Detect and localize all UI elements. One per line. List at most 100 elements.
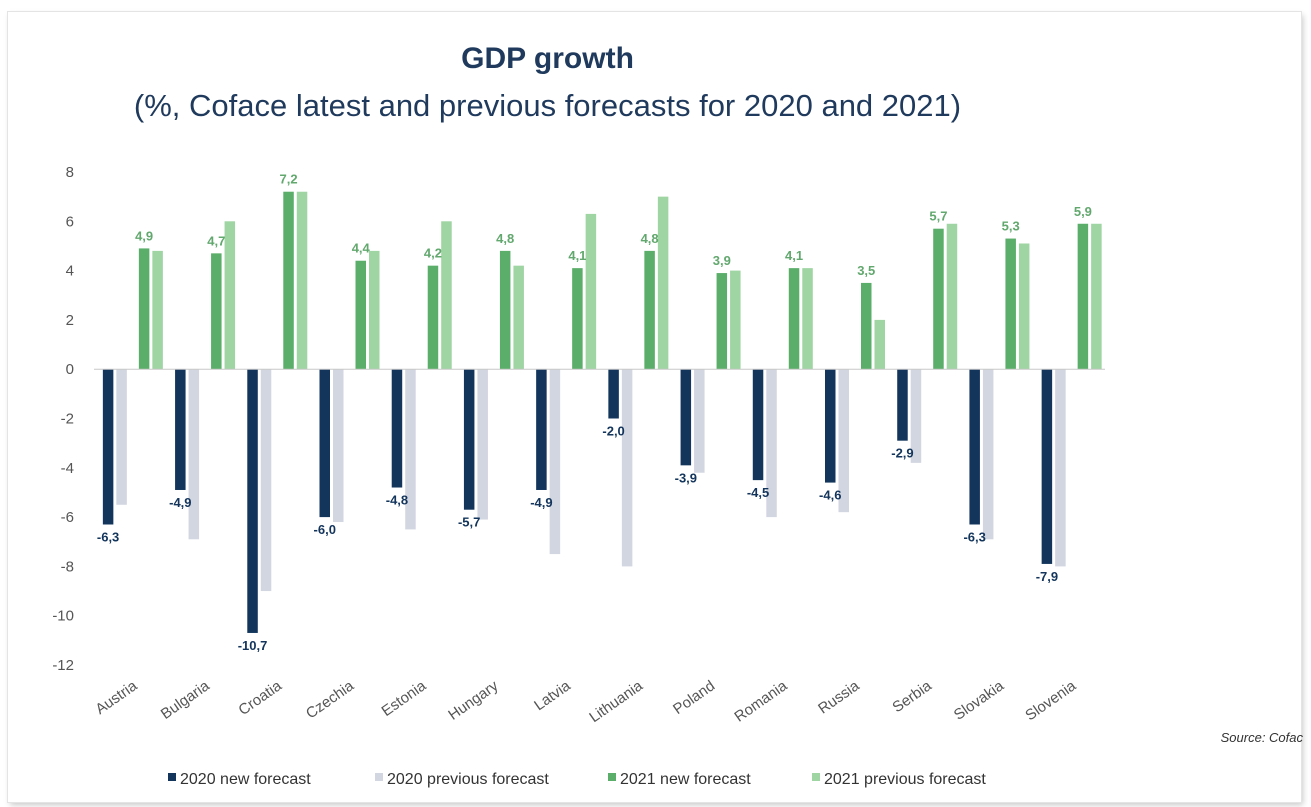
data-label: 5,3 [1002, 219, 1020, 234]
chart-title: GDP growth [461, 42, 634, 75]
legend-label: 2021 new forecast [620, 771, 751, 788]
bar [621, 369, 633, 567]
legend-swatch [812, 773, 820, 781]
data-label: 4,8 [641, 231, 659, 246]
bar [716, 273, 728, 370]
bar [405, 369, 416, 530]
data-label: -2,9 [891, 446, 913, 461]
bar [766, 369, 777, 518]
y-tick-label: 4 [66, 263, 74, 280]
bar [319, 369, 330, 518]
bar [224, 221, 236, 370]
legend-item: 2021 previous forecast [812, 771, 986, 788]
bar [513, 265, 524, 370]
bar [138, 248, 150, 370]
legend-label: 2020 new forecast [180, 771, 311, 788]
bar [644, 250, 655, 370]
bar [788, 268, 800, 370]
bar [441, 221, 452, 370]
legend-label: 2021 previous forecast [824, 771, 986, 788]
bar [982, 369, 994, 540]
x-tick-label: Hungary [445, 677, 502, 724]
bar [572, 268, 583, 370]
bar [933, 228, 944, 370]
bar [175, 369, 186, 490]
bar [1041, 369, 1053, 564]
data-label: -3,9 [675, 470, 697, 485]
data-label: -6,3 [97, 529, 119, 544]
bar [355, 260, 366, 370]
bar [910, 369, 922, 463]
data-label: 4,1 [785, 248, 803, 263]
data-label: 5,7 [929, 209, 947, 224]
legend-swatch [375, 773, 383, 781]
bar [1077, 223, 1089, 370]
x-tick-label: Slovakia [951, 677, 1008, 724]
legend-swatch [168, 773, 176, 781]
bar [536, 369, 547, 490]
bar [247, 369, 258, 633]
bar [283, 191, 294, 370]
y-tick-label: -6 [61, 509, 74, 526]
bar [463, 369, 475, 510]
bar [260, 369, 272, 592]
x-tick-label: Poland [670, 677, 718, 718]
data-label: -6,0 [314, 522, 336, 537]
data-label: 7,2 [279, 172, 297, 187]
y-tick-label: 2 [66, 312, 74, 329]
bar [861, 282, 872, 370]
chart-subtitle: (%, Coface latest and previous forecasts… [133, 88, 962, 123]
x-tick-label: Lithuania [586, 677, 646, 726]
bar [897, 369, 908, 441]
bar [1091, 223, 1102, 370]
data-label: 4,8 [496, 231, 514, 246]
bar [585, 213, 597, 370]
legend-item: 2020 previous forecast [375, 771, 549, 788]
x-tick-label: Czechia [303, 677, 358, 722]
bar [369, 250, 380, 370]
data-label: 4,9 [135, 228, 153, 243]
data-label: 4,4 [352, 241, 371, 256]
bar [680, 369, 692, 466]
x-tick-label: Croatia [235, 677, 285, 719]
y-tick-label: 6 [66, 213, 74, 230]
bar [1018, 243, 1030, 370]
legend-item: 2020 new forecast [168, 771, 311, 788]
bar [116, 369, 127, 505]
y-tick-label: -12 [52, 657, 74, 674]
bar [825, 369, 836, 483]
data-label: 4,2 [424, 246, 442, 261]
bar [752, 369, 764, 481]
legend-item: 2021 new forecast [608, 771, 751, 788]
bar [1005, 238, 1016, 370]
bar [333, 369, 344, 523]
bar [838, 369, 849, 513]
bar [477, 369, 488, 520]
y-tick-label: 8 [66, 164, 74, 181]
x-tick-label: Slovenia [1022, 677, 1079, 724]
bar [969, 369, 980, 525]
data-label: -4,8 [386, 493, 408, 508]
bar [608, 369, 619, 419]
bar [802, 268, 813, 370]
x-tick-label: Russia [815, 677, 863, 718]
x-tick-label: Serbia [889, 677, 935, 716]
data-label: -4,5 [747, 485, 769, 500]
data-label: -4,6 [819, 488, 841, 503]
bar [549, 369, 561, 555]
bar [499, 250, 511, 370]
bar [152, 250, 163, 370]
bar [1055, 369, 1066, 567]
chart-frame [8, 12, 1301, 802]
data-label: -5,7 [458, 515, 480, 530]
bar [657, 196, 669, 370]
bar [946, 223, 958, 370]
data-label: -2,0 [602, 424, 624, 439]
y-tick-label: -2 [61, 411, 74, 428]
x-tick-label: Estonia [379, 677, 430, 720]
bar [296, 191, 308, 370]
data-label: 3,9 [713, 253, 731, 268]
legend-label: 2020 previous forecast [387, 771, 549, 788]
x-tick-label: Bulgaria [158, 677, 213, 723]
